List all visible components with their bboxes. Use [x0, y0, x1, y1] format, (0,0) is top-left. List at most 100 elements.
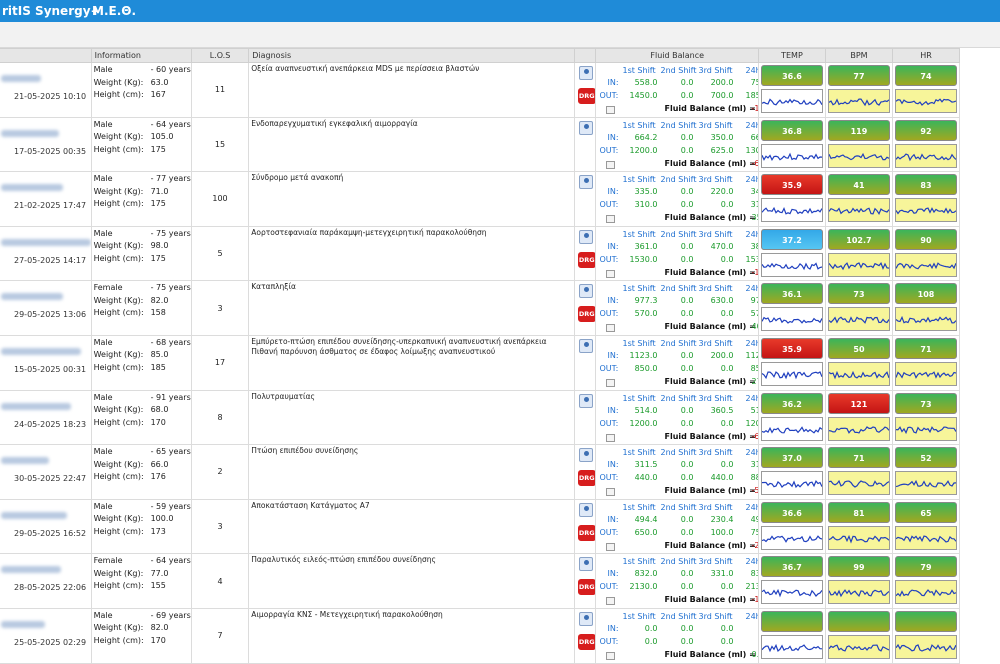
calculator-icon[interactable] [606, 324, 616, 333]
drg-button[interactable]: DRG [577, 470, 595, 487]
calculator-icon[interactable] [606, 488, 616, 497]
table-row[interactable]: 21-05-2025 10:10 Male - 60 years Weight (… [0, 62, 961, 118]
hr-sparkline[interactable] [894, 307, 957, 332]
temp-cell[interactable]: 36.1 [757, 280, 826, 336]
bpm-badge[interactable] [827, 610, 890, 632]
hr-sparkline[interactable] [894, 580, 957, 605]
hr-cell[interactable]: 52 [891, 444, 961, 500]
patient-record-icon[interactable] [578, 66, 593, 80]
patient-record-icon[interactable] [578, 502, 593, 517]
calculator-icon[interactable] [606, 106, 616, 114]
table-row[interactable]: 15-05-2025 00:31 Male - 68 years Weight (… [0, 334, 961, 391]
col-information[interactable]: Information [90, 48, 192, 63]
bpm-sparkline[interactable] [827, 307, 890, 332]
table-row[interactable]: 17-05-2025 00:35 Male - 64 years Weight (… [0, 116, 961, 173]
temp-badge[interactable]: 36.6 [760, 65, 823, 86]
hr-badge[interactable]: 65 [894, 501, 957, 523]
bpm-badge[interactable]: 73 [827, 283, 890, 305]
hr-cell[interactable]: 65 [891, 498, 961, 555]
hr-cell[interactable]: 83 [891, 171, 961, 227]
col-temp[interactable]: TEMP [757, 48, 826, 63]
temp-cell[interactable]: 36.2 [757, 389, 826, 446]
hr-sparkline[interactable] [894, 416, 957, 441]
temp-sparkline[interactable] [760, 416, 823, 441]
table-row[interactable]: 30-05-2025 22:47 Male - 65 years Weight (… [0, 444, 961, 500]
col-diagnosis[interactable]: Diagnosis [248, 48, 575, 63]
bpm-badge[interactable]: 77 [827, 65, 890, 86]
temp-cell[interactable]: 36.6 [757, 62, 826, 118]
temp-cell[interactable]: 35.9 [757, 334, 826, 391]
hr-sparkline[interactable] [894, 198, 957, 223]
patient-cell[interactable]: 24-05-2025 18:23 [0, 389, 92, 446]
bpm-badge[interactable]: 81 [827, 501, 890, 523]
table-row[interactable]: 28-05-2025 22:06 Female - 64 years Weight… [0, 553, 961, 609]
temp-sparkline[interactable] [760, 471, 823, 496]
hr-cell[interactable]: 73 [891, 389, 961, 446]
temp-badge[interactable]: 36.1 [760, 283, 823, 305]
hr-cell[interactable]: 108 [891, 280, 961, 336]
temp-cell[interactable]: 37.0 [757, 444, 826, 500]
temp-cell[interactable]: 36.7 [757, 553, 826, 609]
bpm-cell[interactable]: 102.7 [824, 225, 893, 282]
temp-badge[interactable]: 36.6 [760, 501, 823, 523]
hr-cell[interactable]: 90 [891, 225, 961, 282]
table-row[interactable]: 27-05-2025 14:17 Male - 75 years Weight (… [0, 225, 961, 282]
bpm-cell[interactable]: 73 [824, 280, 893, 336]
temp-sparkline[interactable] [760, 525, 823, 550]
bpm-sparkline[interactable] [827, 361, 890, 386]
bpm-badge[interactable]: 71 [827, 447, 890, 469]
calculator-icon[interactable] [606, 378, 616, 387]
patient-cell[interactable]: 25-05-2025 02:29 [0, 607, 92, 664]
patient-cell[interactable]: 15-05-2025 00:31 [0, 334, 92, 391]
bpm-sparkline[interactable] [827, 634, 890, 659]
bpm-sparkline[interactable] [827, 143, 890, 168]
patient-cell[interactable]: 27-05-2025 14:17 [0, 225, 92, 282]
col-bpm[interactable]: BPM [824, 48, 893, 63]
bpm-sparkline[interactable] [827, 416, 890, 441]
col-patient[interactable]: ent [0, 48, 92, 63]
calculator-icon[interactable] [606, 269, 616, 278]
hr-cell[interactable]: 79 [891, 553, 961, 609]
bpm-cell[interactable]: 99 [824, 553, 893, 609]
temp-cell[interactable]: 36.8 [757, 116, 826, 173]
patient-cell[interactable]: 17-05-2025 00:35 [0, 116, 92, 173]
patient-record-icon[interactable] [578, 448, 593, 463]
patient-record-icon[interactable] [578, 120, 593, 135]
calculator-icon[interactable] [606, 160, 616, 169]
patient-record-icon[interactable] [578, 338, 593, 353]
patient-record-icon[interactable] [578, 175, 593, 190]
drg-button[interactable]: DRG [577, 633, 595, 650]
col-fluid-balance[interactable]: Fluid Balance [595, 48, 759, 63]
temp-sparkline[interactable] [760, 143, 823, 168]
temp-sparkline[interactable] [760, 361, 823, 386]
calculator-icon[interactable] [606, 433, 616, 442]
temp-sparkline[interactable] [760, 634, 823, 659]
bpm-cell[interactable]: 119 [824, 116, 893, 173]
bpm-cell[interactable]: 71 [824, 444, 893, 500]
temp-sparkline[interactable] [760, 198, 823, 223]
col-hr[interactable]: HR [891, 48, 961, 63]
hr-cell[interactable]: 74 [891, 62, 961, 118]
bpm-badge[interactable]: 121 [827, 392, 890, 414]
hr-cell[interactable]: 92 [891, 116, 961, 173]
bpm-sparkline[interactable] [827, 580, 890, 605]
drg-button[interactable]: DRG [577, 524, 595, 541]
hr-badge[interactable]: 52 [894, 447, 957, 469]
temp-cell[interactable]: 35.9 [757, 171, 826, 227]
hr-sparkline[interactable] [894, 89, 957, 113]
hr-cell[interactable] [891, 607, 961, 664]
drg-button[interactable]: DRG [577, 88, 595, 104]
temp-badge[interactable]: 36.7 [760, 556, 823, 578]
bpm-badge[interactable]: 119 [827, 119, 890, 141]
hr-badge[interactable]: 108 [894, 283, 957, 305]
table-row[interactable]: 29-05-2025 16:52 Male - 59 years Weight (… [0, 498, 961, 555]
table-row[interactable]: 25-05-2025 02:29 Male - 69 years Weight (… [0, 607, 961, 664]
bpm-cell[interactable]: 41 [824, 171, 893, 227]
bpm-badge[interactable]: 50 [827, 337, 890, 359]
hr-badge[interactable]: 73 [894, 392, 957, 414]
hr-badge[interactable]: 90 [894, 228, 957, 250]
hr-badge[interactable]: 74 [894, 65, 957, 86]
bpm-cell[interactable]: 81 [824, 498, 893, 555]
patient-cell[interactable]: 21-02-2025 17:47 [0, 171, 92, 227]
bpm-cell[interactable] [824, 607, 893, 664]
